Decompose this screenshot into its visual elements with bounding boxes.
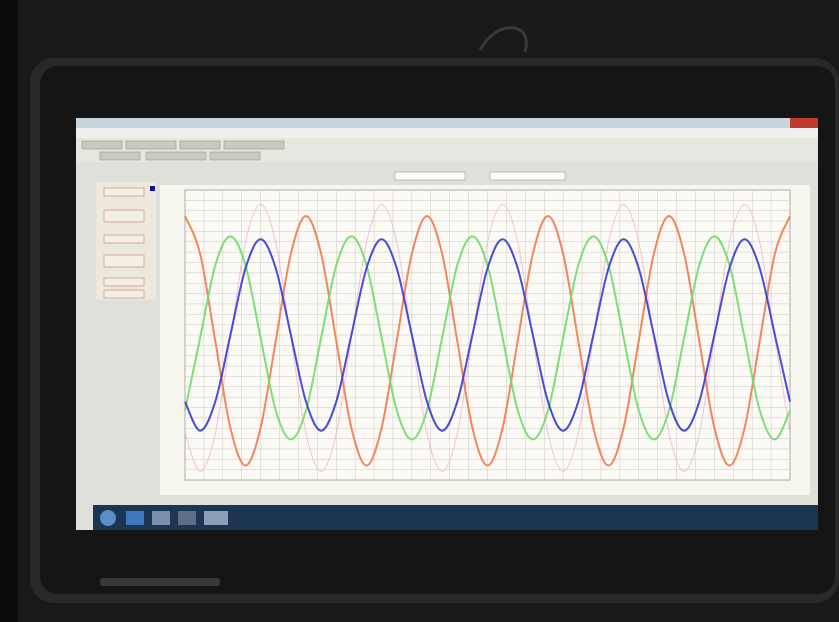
laptop-port [100, 578, 220, 586]
toolbar-buttons [81, 140, 566, 181]
side-panel-fields [103, 187, 145, 299]
close-button[interactable] [790, 118, 818, 128]
indicator [150, 186, 155, 191]
menu-bar [76, 128, 818, 138]
traces [184, 203, 791, 472]
trace [184, 238, 791, 432]
trace [184, 215, 791, 467]
hinge [478, 26, 528, 53]
taskbar [93, 505, 818, 530]
title-bar [76, 118, 818, 128]
taskbar-icons [100, 510, 228, 526]
grid [185, 190, 790, 480]
